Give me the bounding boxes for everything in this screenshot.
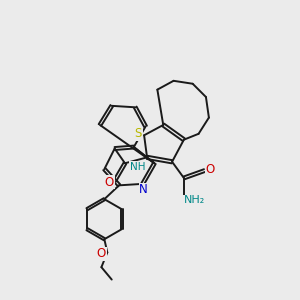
Text: N: N <box>139 183 148 196</box>
Text: O: O <box>205 163 214 176</box>
Text: NH: NH <box>130 162 145 172</box>
Text: O: O <box>97 248 106 260</box>
Text: O: O <box>105 176 114 189</box>
Text: NH₂: NH₂ <box>184 195 205 205</box>
Text: S: S <box>134 127 142 140</box>
